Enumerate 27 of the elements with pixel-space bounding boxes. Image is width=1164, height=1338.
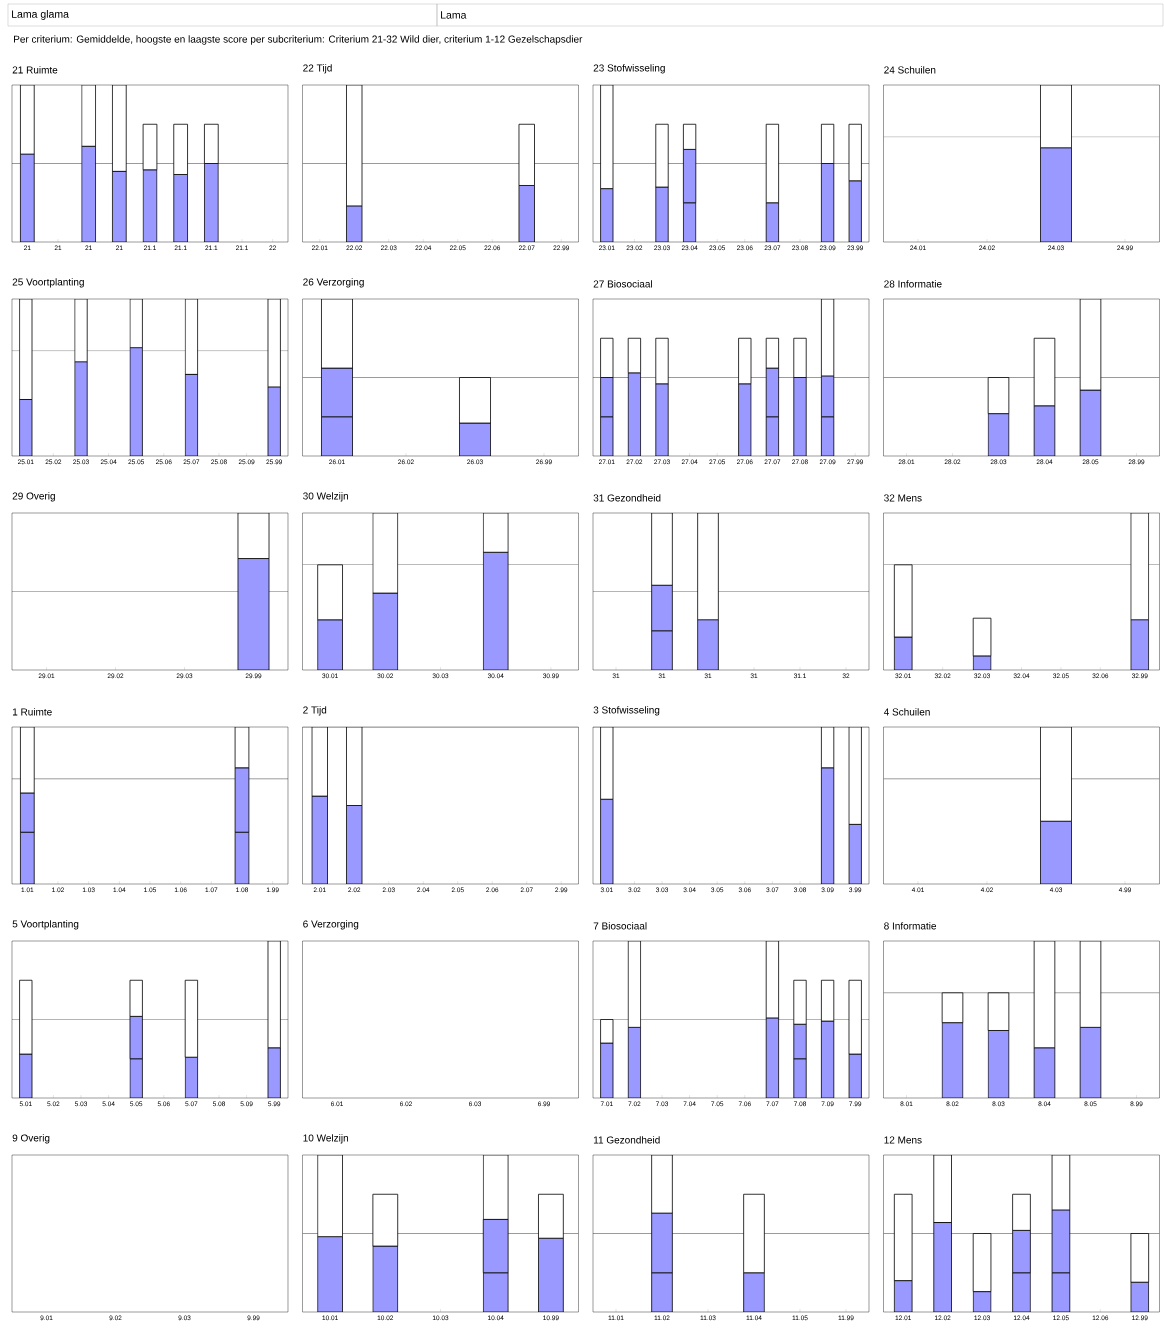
chart-title: 3 Stofwisseling [593, 706, 660, 716]
chart-title: 2 Tijd [303, 706, 327, 716]
text: Lama glama [12, 10, 69, 20]
chart-title: 8 Informatie [884, 922, 937, 930]
text: Lama [441, 11, 467, 19]
chart-title: 21 Ruimte [12, 66, 58, 74]
chart-title: 7 Biosociaal [593, 922, 647, 930]
chart-title: 11 Gezondheid [593, 1136, 660, 1144]
chart-title: 22 Tijd [303, 64, 332, 74]
chart-title: 32 Mens [884, 494, 922, 502]
chart-title: 10 Welzijn [303, 1134, 348, 1144]
chart-title: 27 Biosociaal [593, 280, 652, 288]
chart-title: 4 Schuilen [883, 708, 930, 716]
chart-title: 24 Schuilen [884, 66, 936, 74]
text: 9 Overig [12, 1134, 50, 1144]
text: 6 Verzorging [303, 920, 359, 930]
chart-title: 28 Informatie [884, 280, 942, 288]
chart-title: 12 Mens [884, 1136, 922, 1144]
chart-title: 25 Voortplanting [12, 278, 84, 288]
text: Per criterium: Gemiddelde, hoogste en laagste score per subcriterium: Criterium 21-32 Wild dier, criterium 1-12 Gezelschapsdier [14, 35, 583, 45]
chart-title: 1 Ruimte [12, 708, 52, 716]
chart-title: 31 Gezondheid [593, 494, 661, 502]
chart-title: 26 Verzorging [303, 278, 364, 288]
chart-title: 5 Voortplanting [12, 920, 79, 930]
chart-title: 30 Welzijn [303, 492, 348, 502]
chart-title: 29 Overig [12, 492, 55, 502]
chart-title: 23 Stofwisseling [593, 64, 665, 74]
